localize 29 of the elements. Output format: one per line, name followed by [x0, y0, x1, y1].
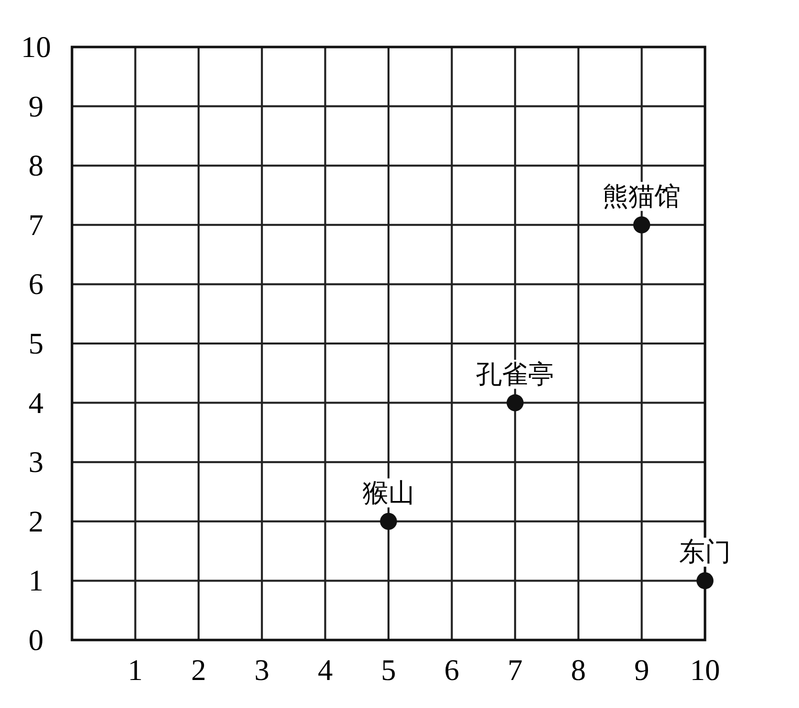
annotation: 孔雀亭	[476, 360, 554, 389]
y-tick-label: 9	[28, 90, 44, 124]
x-tick-label: 7	[508, 654, 523, 687]
y-tick-label: 6	[28, 268, 44, 302]
point	[506, 394, 524, 412]
point	[380, 512, 397, 530]
x-tick-label: 10	[690, 654, 720, 687]
point	[696, 572, 714, 590]
x-tick-label: 5	[381, 654, 396, 687]
y-tick-label: 10	[21, 31, 51, 64]
annotation: 东门	[679, 538, 731, 567]
x-tick-label: 6	[444, 654, 460, 687]
annotation: 熊猫馆	[602, 182, 681, 211]
y-tick-label: 3	[28, 446, 44, 480]
x-tick-label: 3	[254, 654, 270, 687]
x-tick-label: 8	[570, 654, 586, 687]
x-tick-label: 4	[318, 654, 333, 687]
y-tick-label: 1	[28, 564, 44, 598]
x-tick-label: 9	[634, 654, 650, 687]
y-tick-label: 0	[28, 624, 44, 657]
x-tick-label: 2	[191, 654, 206, 687]
y-tick-label: 4	[28, 386, 44, 420]
y-tick-label: 2	[28, 505, 44, 538]
annotation: 猴山	[362, 478, 414, 508]
x-tick-label: 1	[128, 654, 143, 687]
point	[633, 216, 650, 234]
y-tick-label: 5	[28, 328, 44, 360]
y-tick-label: 7	[28, 208, 44, 242]
y-tick-label: 8	[28, 150, 44, 183]
